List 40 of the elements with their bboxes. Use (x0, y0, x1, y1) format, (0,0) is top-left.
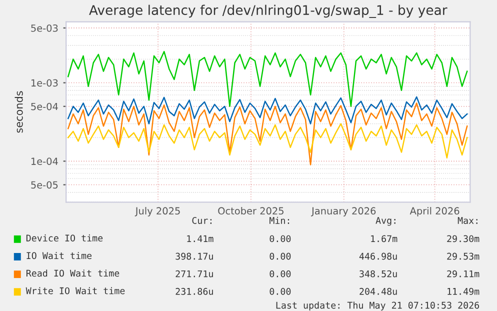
text: Min: (270, 216, 290, 224)
line-series (67, 123, 468, 159)
text: 204.48u (360, 288, 397, 295)
x-tick-label: January 2026 (311, 207, 376, 216)
text: 271.71u (176, 270, 213, 278)
text: 231.86u (176, 288, 213, 295)
text: 0.00 (270, 270, 291, 278)
text: Avg: (376, 217, 396, 226)
legend-label: Read IO Wait time (26, 270, 120, 277)
x-tick-label: April 2026 (410, 207, 460, 216)
legend-label: Device IO time (26, 234, 103, 242)
text: 348.52u (360, 270, 397, 278)
text: Cur: (192, 217, 212, 224)
text: 1.41m (187, 235, 214, 242)
x-tick-label: October 2025 (218, 207, 284, 215)
y-tick-label: 5e-03 (31, 24, 58, 32)
text: 0.00 (270, 288, 291, 295)
legend-label: Write IO Wait time (26, 287, 125, 294)
text: Last update: Thu May 21 07:10:53 2026 (276, 302, 480, 310)
line-series (67, 50, 468, 107)
y-tick-label: 1e-04 (31, 158, 58, 165)
text: 29.30m (447, 235, 480, 242)
chart-title: Average latency for /dev/nlring01-vg/swap_1 - by year (89, 4, 448, 18)
text: Max: (458, 217, 478, 224)
y-axis-title: seconds (14, 91, 23, 133)
line-series (67, 102, 468, 166)
legend-label: IO Wait time (26, 252, 92, 260)
y-tick-label: 1e-03 (31, 79, 58, 87)
line-series (67, 96, 468, 124)
text: 446.98u (359, 252, 397, 260)
text: 29.11m (447, 270, 480, 278)
text: 0.00 (270, 235, 291, 242)
y-tick-label: 5e-04 (31, 102, 58, 110)
x-tick-label: July 2025 (134, 207, 180, 216)
text: 398.17u (176, 252, 213, 260)
text: 29.53m (447, 252, 480, 260)
text: 1.67m (371, 235, 398, 242)
y-tick-label: 5e-05 (31, 181, 58, 189)
text: 11.49m (448, 288, 480, 295)
text: 0.00 (270, 252, 291, 260)
